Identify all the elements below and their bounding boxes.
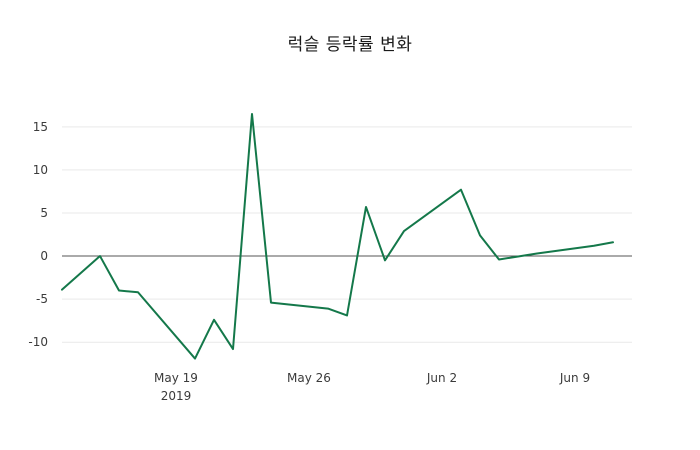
chart-title: 럭슬 등락률 변화 xyxy=(287,35,413,55)
x-tick-label: May 26 xyxy=(287,371,331,385)
x-tick-label: Jun 2 xyxy=(426,371,457,385)
series-line xyxy=(61,112,614,360)
y-tick-label: -10 xyxy=(28,335,48,349)
x-tick-year-label: 2019 xyxy=(161,389,192,403)
y-tick-label: -5 xyxy=(36,292,48,306)
y-tick-label: 10 xyxy=(33,163,48,177)
y-tick-label: 15 xyxy=(33,120,48,134)
x-tick-label: May 19 xyxy=(154,371,198,385)
y-tick-label: 5 xyxy=(40,206,48,220)
x-tick-label: Jun 9 xyxy=(559,371,590,385)
y-tick-label: 0 xyxy=(40,249,48,263)
